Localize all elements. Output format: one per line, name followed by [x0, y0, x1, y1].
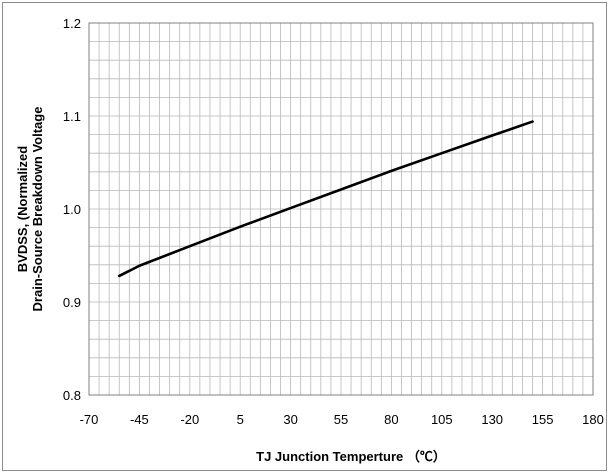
y-tick-label: 1.1: [63, 109, 81, 124]
x-tick-label: 105: [431, 412, 453, 427]
y-tick-label: 0.9: [63, 295, 81, 310]
y-tick-labels: 0.8 0.9 1.0 1.1 1.2: [63, 16, 81, 403]
x-tick-label: 155: [532, 412, 554, 427]
plot-area: [88, 22, 594, 396]
x-axis-label: TJ Junction Temperture （℃）: [256, 449, 446, 464]
x-tick-label: -45: [130, 412, 149, 427]
series-line: [117, 120, 534, 278]
grid: [89, 23, 593, 395]
y-axis-label-line2: Drain-Source Breakdown Voltage: [30, 107, 45, 312]
x-tick-label: 80: [384, 412, 398, 427]
x-tick-label: 5: [237, 412, 244, 427]
y-tick-label: 1.2: [63, 16, 81, 31]
chart: 0.8 0.9 1.0 1.1 1.2 -70 -45 -20 5 30 55 80 105 130 15…: [15, 16, 604, 464]
y-axis-label-line1: BVDSS, (Normalized: [15, 146, 30, 272]
y-tick-label: 1.0: [63, 202, 81, 217]
x-tick-label: 55: [334, 412, 348, 427]
chart-frame: 0.8 0.9 1.0 1.1 1.2 -70 -45 -20 5 30 55 80 105 130 15…: [2, 2, 607, 471]
x-tick-label: 130: [481, 412, 503, 427]
y-tick-label: 0.8: [63, 388, 81, 403]
x-tick-label: -70: [80, 412, 99, 427]
x-tick-labels: -70 -45 -20 5 30 55 80 105 130 155 180: [80, 412, 604, 427]
series-group: [117, 120, 534, 278]
x-tick-label: 30: [283, 412, 297, 427]
x-tick-label: -20: [180, 412, 199, 427]
x-tick-label: 180: [582, 412, 604, 427]
